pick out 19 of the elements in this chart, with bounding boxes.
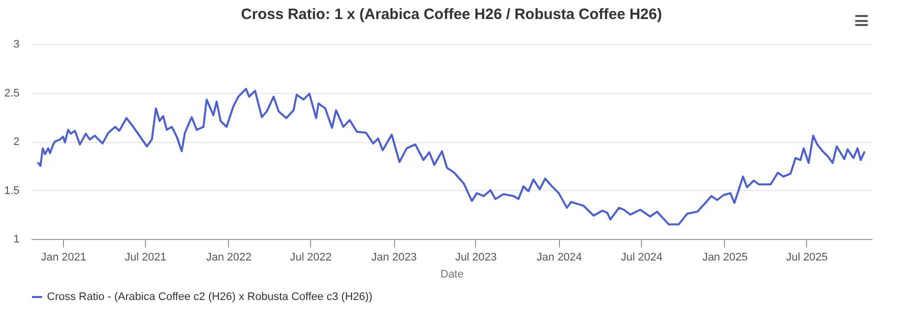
x-axis-title: Date [440, 268, 464, 280]
x-tick-label: Jan 2023 [371, 252, 417, 264]
line-series [37, 88, 866, 226]
x-tick-label: Jan 2025 [702, 252, 748, 264]
y-tick-label: 2.5 [4, 87, 20, 100]
y-tick-label: 3 [13, 38, 20, 50]
y-tick-label: 2 [13, 136, 20, 148]
x-tick-label: Jul 2023 [455, 252, 497, 264]
x-tick-label: Jul 2025 [786, 252, 828, 264]
x-tick-label: Jan 2021 [41, 252, 86, 264]
legend-label: Cross Ratio - (Arabica Coffee c2 (H26) x Robusta Coffee c3 (H26)) [47, 291, 372, 303]
x-tick-label: Jul 2022 [290, 252, 332, 264]
x-tick-label: Jul 2024 [620, 252, 662, 264]
y-tick-label: 1.5 [4, 184, 20, 197]
y-tick-label: 1 [13, 234, 20, 246]
chart-title: Cross Ratio: 1 x (Arabica Coffee H26 / Robusta Coffee H26) [241, 6, 662, 23]
x-tick-label: Jan 2024 [536, 252, 582, 264]
x-tick-label: Jul 2021 [124, 252, 166, 264]
x-tick-label: Jan 2022 [206, 252, 252, 264]
